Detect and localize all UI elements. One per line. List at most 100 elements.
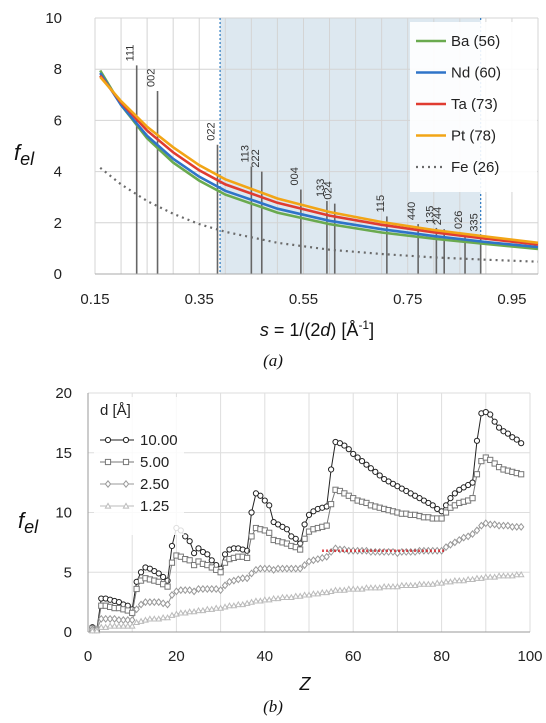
legend-label: Pt (78) bbox=[451, 128, 496, 145]
legend-label: Nd (60) bbox=[451, 65, 501, 82]
point bbox=[311, 557, 316, 563]
point bbox=[470, 480, 475, 485]
point bbox=[161, 600, 166, 606]
reflection-label-222: 222 bbox=[250, 149, 262, 167]
point bbox=[470, 496, 475, 501]
point bbox=[156, 599, 161, 605]
point bbox=[218, 570, 223, 575]
x-tick-label: 0.75 bbox=[393, 291, 422, 308]
x-tick-label: 0.15 bbox=[80, 291, 109, 308]
point bbox=[165, 601, 170, 607]
point bbox=[519, 441, 524, 446]
x-axis-label: Z bbox=[299, 674, 312, 694]
point bbox=[267, 530, 272, 535]
point bbox=[474, 472, 479, 477]
y-tick-label: 15 bbox=[55, 445, 72, 462]
legend-label: Fe (26) bbox=[451, 159, 499, 176]
x-tick-label: 0.35 bbox=[185, 291, 214, 308]
x-axis-label: s = 1/(2d) [Å-1] bbox=[260, 318, 374, 340]
point bbox=[105, 459, 110, 464]
point bbox=[227, 579, 232, 585]
point bbox=[505, 431, 510, 436]
point bbox=[342, 443, 347, 448]
legend-label: Ba (56) bbox=[451, 33, 500, 50]
reflection-label-440: 440 bbox=[406, 202, 418, 220]
point bbox=[249, 534, 254, 539]
point bbox=[245, 555, 250, 560]
legend-title: d [Å] bbox=[100, 402, 131, 419]
point bbox=[306, 512, 311, 517]
point bbox=[236, 576, 241, 582]
point bbox=[514, 437, 519, 442]
point bbox=[315, 556, 320, 562]
reflection-label-111: 111 bbox=[125, 45, 137, 62]
point bbox=[488, 412, 493, 417]
point bbox=[156, 571, 161, 576]
point bbox=[359, 459, 364, 464]
point bbox=[174, 588, 179, 594]
point bbox=[187, 539, 192, 544]
point bbox=[258, 493, 263, 498]
reflection-label-335: 335 bbox=[469, 213, 481, 231]
point bbox=[214, 586, 219, 592]
reflection-label-004: 004 bbox=[289, 167, 301, 185]
point bbox=[430, 503, 435, 508]
legend-label: 5.00 bbox=[140, 454, 169, 471]
x-tick-label: 60 bbox=[345, 648, 362, 665]
point bbox=[306, 558, 311, 564]
point bbox=[373, 469, 378, 474]
point bbox=[130, 617, 135, 623]
point bbox=[165, 584, 170, 589]
point bbox=[112, 616, 117, 622]
point bbox=[205, 552, 210, 557]
y-axis-label: fel bbox=[18, 508, 39, 537]
y-tick-label: 8 bbox=[54, 61, 62, 78]
point bbox=[298, 565, 303, 571]
point bbox=[298, 547, 303, 552]
point bbox=[519, 524, 524, 530]
point bbox=[377, 473, 382, 478]
y-tick-label: 5 bbox=[64, 564, 72, 581]
point bbox=[169, 592, 174, 598]
reflection-label-026: 026 bbox=[453, 211, 465, 229]
y-tick-label: 2 bbox=[54, 215, 62, 232]
point bbox=[496, 425, 501, 430]
point bbox=[138, 570, 143, 575]
reflection-label-022: 022 bbox=[205, 122, 217, 140]
point bbox=[169, 560, 174, 565]
point bbox=[262, 498, 267, 503]
point bbox=[364, 462, 369, 467]
point bbox=[249, 510, 254, 515]
point bbox=[302, 562, 307, 568]
point bbox=[302, 536, 307, 541]
point bbox=[492, 521, 497, 527]
point bbox=[439, 516, 444, 521]
caption-b: (b) bbox=[263, 697, 283, 716]
reflection-label-002: 002 bbox=[146, 69, 158, 87]
point bbox=[505, 522, 510, 528]
x-tick-label: 0 bbox=[84, 648, 92, 665]
point bbox=[231, 577, 236, 583]
point bbox=[346, 447, 351, 452]
x-tick-label: 80 bbox=[433, 648, 450, 665]
legend-label: 1.25 bbox=[140, 498, 169, 515]
point bbox=[452, 491, 457, 496]
point bbox=[169, 543, 174, 548]
point bbox=[191, 551, 196, 556]
point bbox=[492, 419, 497, 424]
y-tick-label: 0 bbox=[64, 624, 72, 641]
point bbox=[519, 472, 524, 477]
y-axis-label: fel bbox=[14, 140, 35, 169]
point bbox=[267, 503, 272, 508]
point bbox=[320, 555, 325, 561]
point bbox=[351, 451, 356, 456]
x-tick-label: 100 bbox=[517, 648, 542, 665]
point bbox=[187, 587, 192, 593]
reflection-label-244: 244 bbox=[432, 207, 444, 225]
legend-label: 10.00 bbox=[140, 432, 178, 449]
x-tick-label: 0.95 bbox=[497, 291, 526, 308]
point bbox=[123, 459, 128, 464]
y-tick-label: 6 bbox=[54, 112, 62, 129]
y-tick-label: 10 bbox=[55, 505, 72, 522]
